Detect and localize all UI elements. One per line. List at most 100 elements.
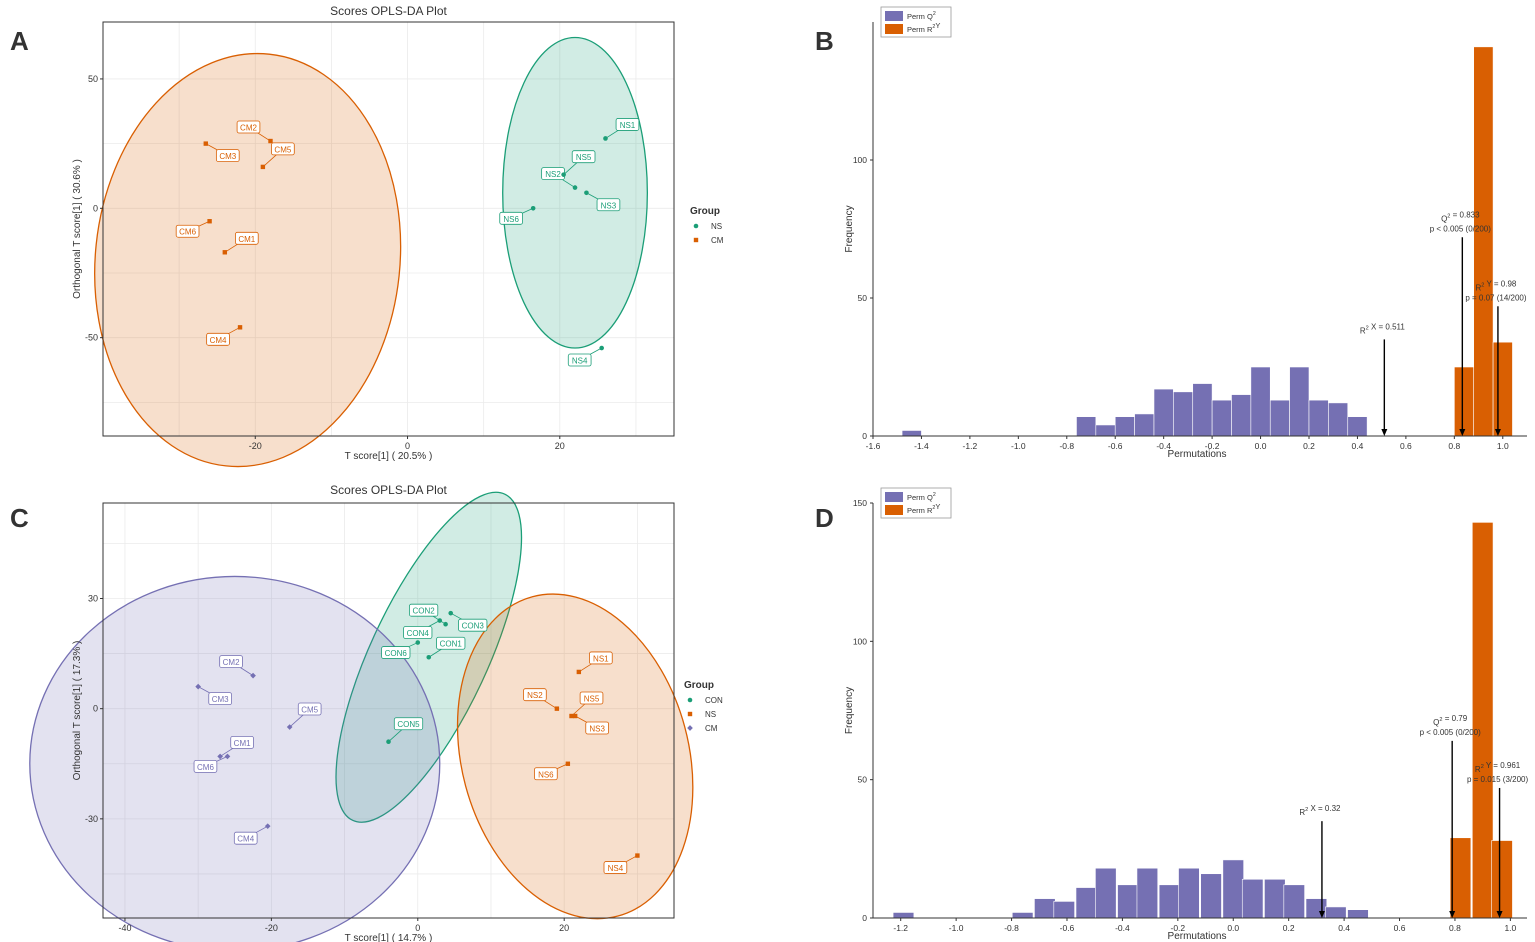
data-point — [415, 640, 421, 645]
confidence-ellipse-ns — [502, 36, 649, 349]
histogram-bar — [1250, 366, 1271, 437]
data-point — [264, 823, 271, 830]
data-point — [530, 206, 536, 211]
x-tick-label: 0 — [415, 923, 420, 933]
legend-label: NS — [711, 222, 722, 231]
data-point — [561, 172, 566, 177]
point-label-box — [408, 603, 439, 617]
x-tick-label: 0.2 — [1303, 441, 1315, 451]
point-label: CM5 — [301, 706, 318, 715]
point-label-box — [297, 702, 322, 716]
histogram-bar — [1114, 416, 1135, 437]
annotation-arrowhead — [1496, 911, 1503, 918]
point-label-box — [571, 150, 596, 164]
point-label-box — [603, 861, 628, 874]
annotation-arrowhead — [1449, 911, 1456, 918]
x-axis-label: T score[1] ( 20.5% ) — [345, 451, 433, 462]
point-label: CON3 — [462, 622, 485, 631]
x-tick-label: -0.8 — [1004, 923, 1019, 933]
histogram-bar — [1289, 366, 1310, 437]
histogram-bar — [1011, 912, 1034, 919]
histogram-bar — [1053, 901, 1075, 919]
legend-title: Group — [690, 206, 720, 217]
histogram-bar — [1200, 873, 1222, 919]
annotation-arrowhead — [1494, 429, 1501, 436]
point-label: CM2 — [223, 658, 240, 667]
point-label: NS6 — [538, 770, 554, 779]
x-tick-label: 1.0 — [1497, 441, 1509, 451]
data-point — [443, 621, 448, 627]
point-label-box — [236, 120, 261, 134]
legend-swatch — [885, 505, 903, 515]
data-point — [217, 753, 223, 760]
data-point — [386, 739, 391, 745]
point-label: NS3 — [589, 725, 605, 734]
histogram-bar — [1264, 878, 1286, 919]
y-tick-label: 0 — [862, 913, 867, 923]
legend-label: Perm Q2 — [907, 492, 936, 502]
annotation-text: R2 X = 0.32 — [1299, 804, 1341, 817]
point-label-box — [393, 717, 424, 731]
point-label-box — [534, 767, 558, 781]
histogram-bar — [1231, 394, 1252, 437]
histogram-bar — [1308, 399, 1329, 437]
x-tick-label: 0.2 — [1283, 923, 1295, 933]
panel-b: B -1.6 -1.4 -1.2 -1.0 -0.8 -0.6 -0.4 -0.2 0.0 0.2 0… — [815, 6, 1527, 460]
point-label: CM4 — [237, 835, 254, 844]
legend-label: NS — [705, 710, 716, 719]
y-axis-label: Frequency — [844, 687, 855, 734]
x-axis-label: Permutations — [1168, 449, 1227, 460]
x-tick-label: -20 — [265, 923, 278, 933]
histogram-bar — [1283, 884, 1305, 919]
y-tick-label: 0 — [93, 203, 98, 213]
point-label-box — [579, 691, 604, 705]
panel-label: B — [815, 26, 834, 56]
data-point — [268, 138, 273, 144]
panel-label: C — [10, 503, 29, 533]
point-label: NS5 — [576, 153, 592, 162]
x-tick-label: 20 — [559, 923, 569, 933]
point-label: NS4 — [572, 357, 588, 366]
x-tick-label: -0.6 — [1060, 923, 1075, 933]
histogram-bar — [1269, 399, 1290, 437]
legend-key — [687, 725, 693, 731]
annotation-text: p = 0.015 (3/200) — [1467, 775, 1528, 784]
data-point — [554, 706, 560, 711]
y-axis-label: Orthogonal T score[1] ( 17.3% ) — [72, 641, 83, 781]
y-tick-label: 50 — [858, 775, 868, 785]
histogram-bar — [1347, 416, 1368, 437]
point-label-box — [403, 626, 433, 639]
histogram-bar — [1241, 878, 1264, 919]
point-label: CON4 — [407, 629, 430, 638]
point-label-box — [175, 224, 200, 238]
y-tick-label: 50 — [88, 74, 98, 84]
x-tick-label: -1.0 — [949, 923, 964, 933]
annotation-text: p < 0.005 (0/200) — [1420, 728, 1481, 737]
point-label-box — [523, 688, 547, 702]
x-tick-label: 1.0 — [1504, 923, 1516, 933]
point-label-box — [230, 736, 254, 749]
histogram-bar — [1325, 906, 1347, 919]
point-label-box — [193, 760, 218, 773]
histogram-bar — [892, 912, 915, 919]
legend-label: Perm Q2 — [907, 11, 936, 21]
panel-c: C Scores OPLS-DA Plot CON1 CON2 CON3 CON4 CON5… — [10, 483, 723, 942]
x-tick-label: 0.8 — [1449, 923, 1461, 933]
legend-key — [693, 237, 699, 243]
annotation-text: Q2 = 0.79 — [1433, 714, 1468, 727]
annotation-arrowhead — [1381, 429, 1388, 436]
x-axis-label: T score[1] ( 14.7% ) — [345, 933, 433, 942]
point-label: NS2 — [527, 691, 543, 700]
point-label: CM2 — [240, 124, 257, 133]
data-point — [195, 683, 201, 690]
point-label-box — [206, 332, 230, 346]
histogram-bar — [1076, 416, 1097, 437]
histogram-bar — [901, 430, 922, 437]
confidence-ellipse-cm — [94, 52, 402, 468]
histogram-bar — [1153, 388, 1174, 437]
point-label-box — [589, 651, 613, 665]
x-tick-label: -0.6 — [1108, 441, 1123, 451]
panel-label: D — [815, 503, 834, 533]
plot-frame — [102, 502, 675, 919]
x-tick-label: -0.2 — [1171, 923, 1186, 933]
